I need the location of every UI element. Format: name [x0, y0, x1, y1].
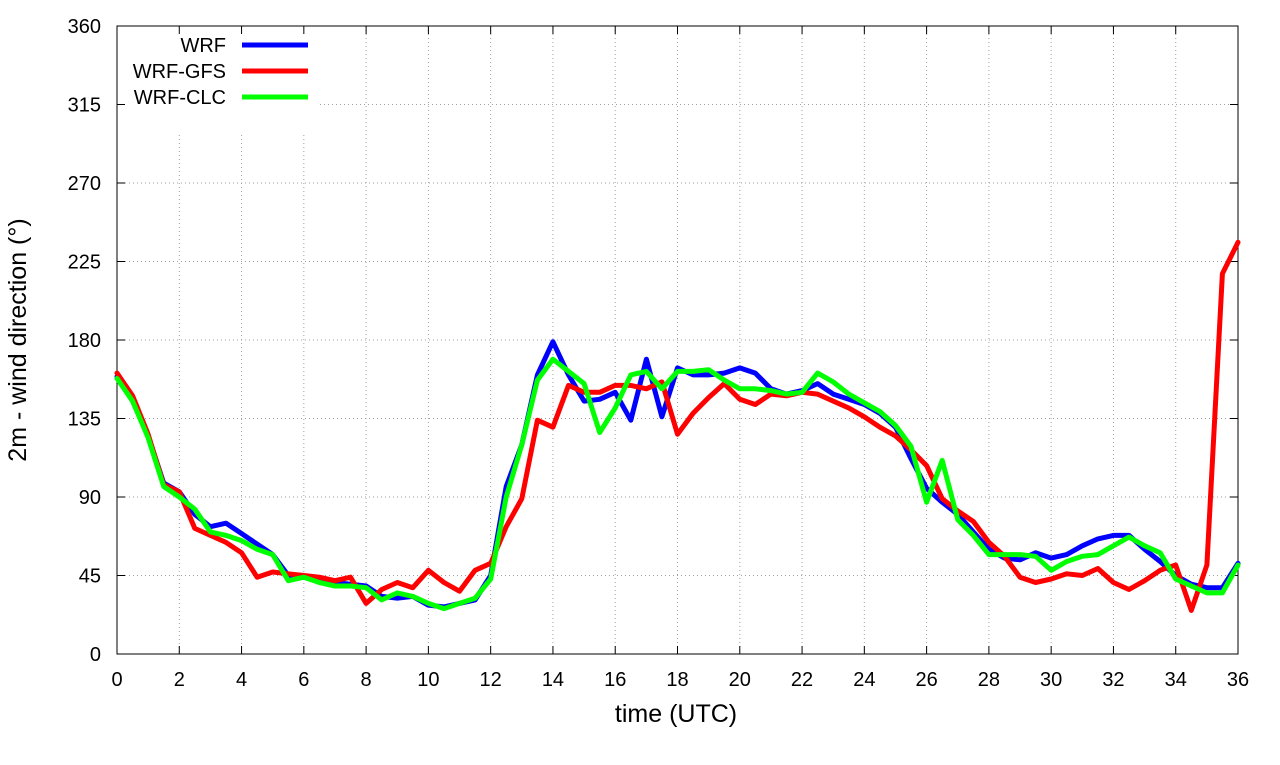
x-tick-label: 36 [1227, 669, 1249, 691]
x-tick-label: 22 [791, 669, 813, 691]
x-tick-label: 30 [1040, 669, 1062, 691]
x-tick-label: 0 [111, 669, 122, 691]
y-axis-label: 2m - wind direction (°) [4, 218, 32, 461]
axis-ticks: 0 2 4 6 8 10 12 14 16 18 20 22 24 26 28 30 32 34 360459013… [68, 16, 1250, 691]
y-tick-label: 45 [79, 566, 101, 588]
x-axis-label: time (UTC) [615, 700, 737, 728]
series-lines [114, 239, 1241, 613]
y-tick-label: 315 [68, 95, 101, 117]
x-tick-label: 20 [729, 669, 751, 691]
x-tick-label: 2 [174, 669, 185, 691]
x-tick-label: 6 [298, 669, 309, 691]
x-tick-label: 12 [480, 669, 502, 691]
x-tick-label: 34 [1165, 669, 1187, 691]
legend: WRF WRF-GFS WRF-CLC [133, 35, 308, 109]
x-tick-label: 8 [361, 669, 372, 691]
x-tick-label: 24 [853, 669, 875, 691]
y-tick-label: 0 [90, 644, 101, 666]
y-tick-label: 90 [79, 487, 101, 509]
y-tick-label: 225 [68, 252, 101, 274]
y-tick-label: 270 [68, 173, 101, 195]
x-tick-label: 26 [915, 669, 937, 691]
x-tick-label: 10 [417, 669, 439, 691]
x-tick-label: 32 [1102, 669, 1124, 691]
series-line-wrf-clc [114, 356, 1241, 612]
x-tick-label: 16 [604, 669, 626, 691]
y-tick-label: 180 [68, 330, 101, 352]
y-tick-label: 360 [68, 16, 101, 38]
x-tick-label: 18 [666, 669, 688, 691]
y-tick-label: 135 [68, 409, 101, 431]
legend-label-wrf-gfs: WRF-GFS [133, 61, 226, 83]
x-tick-label: 4 [236, 669, 247, 691]
grid [117, 26, 1238, 654]
x-tick-label: 14 [542, 669, 564, 691]
x-tick-label: 28 [978, 669, 1000, 691]
legend-label-wrf-clc: WRF-CLC [134, 87, 226, 109]
legend-label-wrf: WRF [180, 35, 226, 57]
